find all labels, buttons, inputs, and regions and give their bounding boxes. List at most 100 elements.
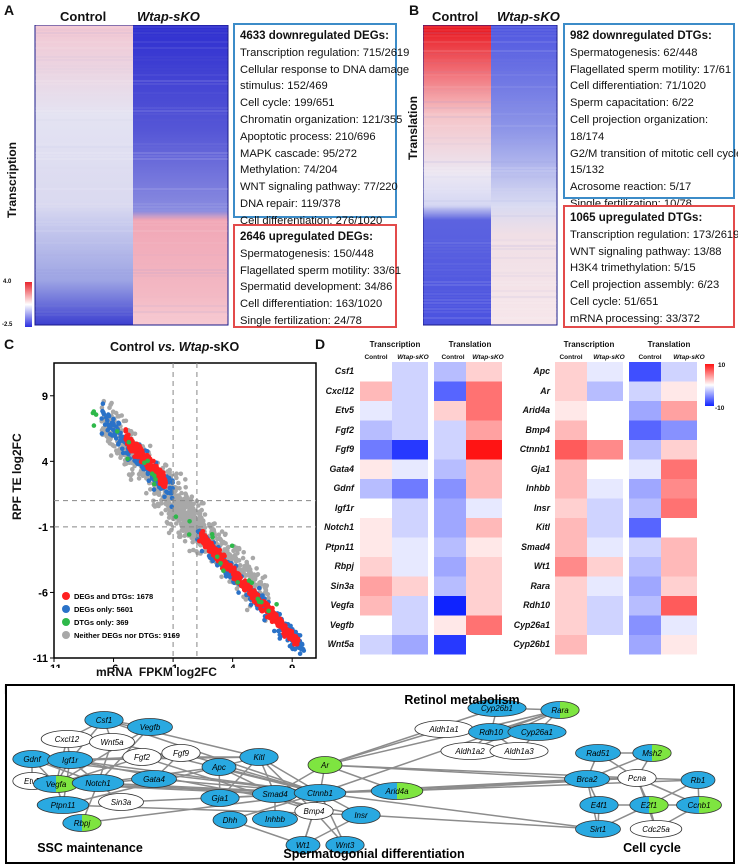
- network-node-label: Msh2: [642, 749, 662, 758]
- scatter-point: [162, 482, 167, 488]
- network-node-sirt1: Sirt1: [575, 820, 621, 838]
- scatter-point: [111, 422, 116, 428]
- network-node-label: Dhh: [223, 816, 238, 825]
- heatmap-cell: [629, 537, 661, 557]
- scatter-point: [282, 624, 287, 630]
- heatmap-cell: [555, 479, 587, 499]
- heatmap-cell: [661, 381, 697, 401]
- scatter-point: [297, 633, 303, 638]
- scatter-point: [202, 512, 208, 517]
- scatter-point: [226, 555, 232, 560]
- network-node-cxcl12: Cxcl12: [40, 730, 94, 748]
- network-edge: [69, 756, 260, 761]
- heatmap-cell: [466, 537, 502, 557]
- panel-b-up-item: Transcription regulation: 173/2619: [570, 228, 738, 241]
- scatter-point: [241, 579, 247, 585]
- network-node-shape: [575, 820, 621, 838]
- network-node-brca2: Brca2: [564, 770, 610, 788]
- panel-c-title-ko: Wtap: [178, 340, 210, 354]
- network-node-shape: [341, 806, 381, 824]
- scatter-point: [183, 492, 189, 497]
- scatter-point: [128, 473, 133, 478]
- heatmap-gene-label: Vegfb: [329, 619, 354, 630]
- scatter-point: [249, 595, 255, 601]
- network-node-wt1: Wt1: [285, 836, 321, 854]
- network-node-label: Cyp26b1: [481, 704, 513, 713]
- scatter-point: [262, 617, 267, 623]
- heatmap-gene-label: Vegfa: [330, 600, 354, 610]
- heatmap-cell: [629, 420, 661, 440]
- scatter-point: [170, 478, 175, 483]
- scatter-point: [107, 432, 113, 437]
- scatter-point: [237, 563, 243, 568]
- heatmap-gene-label: Kitl: [535, 522, 550, 532]
- scatter-point: [188, 505, 194, 510]
- network-node-ccnb1: Ccnb1: [676, 796, 722, 814]
- heatmap-cell: [629, 557, 661, 577]
- scatter-point: [266, 608, 271, 614]
- network-node-label: Arid4a: [384, 787, 409, 796]
- network-node-label: Wnt5a: [100, 738, 124, 747]
- scatter-point: [253, 582, 258, 588]
- scatter-point: [169, 489, 174, 495]
- network-node-vegfb: Vegfb: [127, 718, 173, 736]
- scatter-point: [123, 427, 129, 432]
- panel-a-down-item: Apoptotic process: 210/696: [240, 130, 376, 143]
- panel-d-right-translation-header: Translation: [647, 340, 691, 349]
- network-node-label: Aldh1a3: [503, 747, 534, 756]
- scatter-point: [151, 487, 157, 492]
- scatter-point: [179, 490, 184, 496]
- heatmap-cell: [555, 401, 587, 421]
- network-node-shape: [98, 793, 144, 811]
- scatter-point: [235, 550, 240, 556]
- scatter-point: [184, 498, 189, 504]
- network-node-shape: [325, 836, 365, 854]
- scatter-point: [180, 503, 186, 508]
- network-edge: [141, 756, 315, 812]
- panel-b-down-title: 982 downregulated DTGs:: [570, 30, 712, 42]
- heatmap-gene-label: Inhbb: [526, 483, 550, 493]
- scatter-point: [221, 568, 226, 573]
- heatmap-gene-label: Fgf9: [335, 444, 354, 454]
- scatter-point: [169, 527, 174, 533]
- panel-b-up-item: WNT signaling pathway: 13/88: [570, 245, 722, 258]
- scatter-point: [168, 521, 174, 527]
- heatmap-cell: [661, 401, 697, 421]
- heatmap-gene-label: Ptpn11: [325, 541, 354, 552]
- scatter-point: [166, 475, 172, 481]
- scatter-point: [174, 495, 180, 501]
- heatmap-cell: [629, 440, 661, 460]
- scatter-point: [284, 629, 289, 635]
- heatmap-cell: [629, 459, 661, 479]
- panel-b-upregulated-box: 1065 upregulated DTGs: Transcription reg…: [563, 205, 738, 328]
- heatmap-gene-label: Cyp26b1: [513, 639, 550, 649]
- scatter-point: [105, 439, 111, 444]
- scatter-point: [248, 602, 254, 607]
- heatmap-cell: [555, 596, 587, 616]
- heatmap-gene-label: Etv5: [335, 405, 354, 415]
- network-node-shape: [252, 810, 298, 828]
- network-node-kitl: Kitl: [239, 748, 279, 766]
- scatter-point: [180, 513, 185, 519]
- scatter-point: [234, 586, 240, 591]
- scatter-point: [182, 533, 187, 538]
- heatmap-cell: [629, 498, 661, 518]
- scatter-point: [154, 468, 160, 474]
- network-node-shape: [161, 744, 201, 762]
- heatmap-cell: [555, 440, 587, 460]
- network-node-shape: [200, 789, 240, 807]
- heatmap-cell: [555, 537, 587, 557]
- panel-d-subheader: Control: [441, 354, 465, 361]
- heatmap-cell: [555, 518, 587, 538]
- panel-a-ylabel: Transcription: [5, 141, 19, 218]
- network-node-rb1: Rb1: [680, 771, 716, 789]
- network-node-label: Pcna: [628, 774, 647, 783]
- scatter-point: [254, 566, 259, 571]
- scatter-point: [164, 489, 169, 495]
- panel-b-up-title: 1065 upregulated DTGs:: [570, 212, 703, 224]
- network-node-shape: [122, 748, 162, 766]
- legend-label: Neither DEGs nor DTGs: 9169: [74, 631, 180, 640]
- x-tick-label: -6: [109, 663, 119, 668]
- scatter-point: [243, 583, 249, 588]
- network-node-label: Vegfa: [46, 780, 67, 789]
